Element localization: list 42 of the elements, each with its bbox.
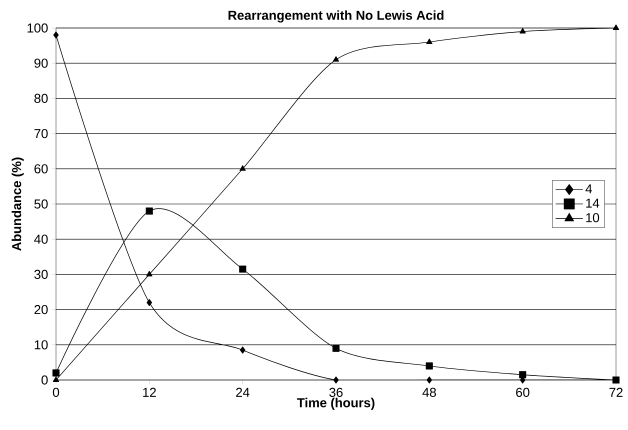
point bbox=[332, 56, 340, 62]
point bbox=[520, 28, 526, 34]
y-tick-label: 60 bbox=[34, 164, 48, 174]
legend-label: 10 bbox=[586, 213, 600, 222]
y-tick-label: 10 bbox=[34, 340, 48, 350]
x-tick-label: 36 bbox=[329, 388, 343, 397]
point bbox=[239, 266, 246, 273]
x-tick-label: 60 bbox=[516, 388, 530, 397]
point bbox=[53, 32, 59, 39]
y-tick-label: 40 bbox=[34, 234, 48, 244]
x-tick-label: 0 bbox=[52, 388, 60, 397]
y-tick-label: 70 bbox=[34, 129, 48, 138]
point bbox=[146, 299, 152, 306]
y-tick-label: 50 bbox=[34, 199, 48, 209]
legend-label: 4 bbox=[586, 184, 592, 194]
point bbox=[240, 346, 246, 354]
point bbox=[146, 270, 152, 276]
point bbox=[612, 24, 620, 30]
chart-title: Rearrangement with No Lewis Acid bbox=[228, 10, 444, 22]
x-tick-label: 12 bbox=[143, 388, 156, 397]
point bbox=[519, 371, 526, 378]
point bbox=[146, 208, 153, 215]
point bbox=[52, 376, 60, 382]
point bbox=[426, 362, 433, 370]
point bbox=[240, 165, 246, 171]
y-axis-title: Abundance (%) bbox=[12, 158, 24, 251]
y-tick-label: 80 bbox=[34, 94, 48, 103]
y-tick-label: 30 bbox=[34, 270, 48, 279]
point bbox=[426, 376, 432, 384]
point bbox=[332, 344, 340, 352]
y-tick-label: 90 bbox=[34, 58, 48, 68]
x-axis-title: Time (hours) bbox=[297, 398, 374, 410]
point bbox=[333, 376, 339, 384]
y-tick-label: 100 bbox=[28, 23, 48, 33]
point bbox=[52, 369, 60, 376]
x-tick-label: 72 bbox=[609, 388, 623, 397]
x-tick-label: 48 bbox=[422, 388, 436, 397]
x-tick-label: 24 bbox=[236, 388, 250, 397]
y-tick-label: 0 bbox=[42, 375, 48, 385]
y-tick-label: 20 bbox=[34, 305, 48, 314]
point bbox=[426, 38, 432, 44]
legend-label: 14 bbox=[586, 198, 600, 208]
